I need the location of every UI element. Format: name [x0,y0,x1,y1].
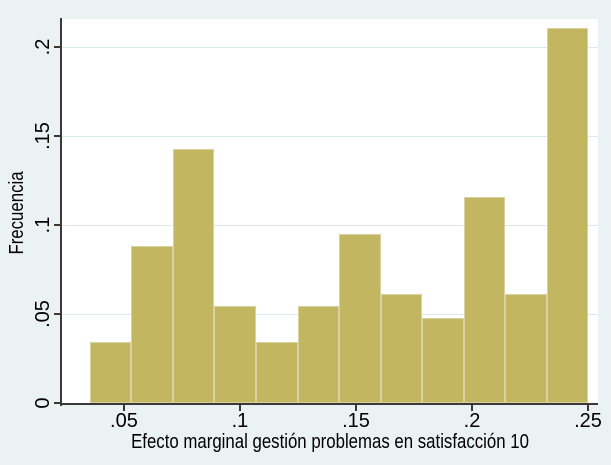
histogram-bar [214,306,256,403]
histogram-bar [339,233,381,403]
x-tick [471,405,473,411]
x-tick-label-text: .2 [463,410,481,432]
y-tick [54,223,61,226]
grid-line [62,46,598,48]
x-axis-line [60,403,598,405]
x-tick [238,405,241,411]
histogram-bar [505,294,547,403]
histogram-bar [380,294,423,403]
histogram-bar [422,318,464,403]
y-tick [54,402,61,404]
y-tick-label-text: 0 [32,397,54,409]
y-tick-label-text: .05 [32,300,54,328]
histogram-bar [463,197,506,403]
y-tick-label-text: .1 [32,216,54,234]
histogram-bar [297,306,340,403]
x-axis-title-text: Efecto marginal gestión problemas en sat… [131,431,529,453]
histogram-bar [255,342,298,403]
x-tick-label-text: .1 [231,410,249,432]
grid-line [62,135,598,137]
y-tick-label-text: .15 [32,122,54,150]
y-tick [54,312,61,315]
x-tick [587,405,590,411]
x-tick-label-text: .15 [342,410,370,432]
y-tick [54,134,61,137]
y-tick-label-text: .2 [32,38,54,56]
histogram-bar [89,342,132,403]
y-axis-line [60,18,62,406]
x-tick [354,405,357,411]
x-tick-label-text: .05 [110,410,138,432]
x-tick [122,405,125,411]
histogram-bar [172,148,215,403]
histogram-bar [131,245,173,403]
histogram-bar [546,27,589,403]
x-tick-label-text: .25 [574,410,602,432]
grid-line [62,224,598,226]
y-axis-title-text: Frecuencia [6,171,28,255]
y-tick [54,45,61,48]
plot-area [62,19,598,403]
